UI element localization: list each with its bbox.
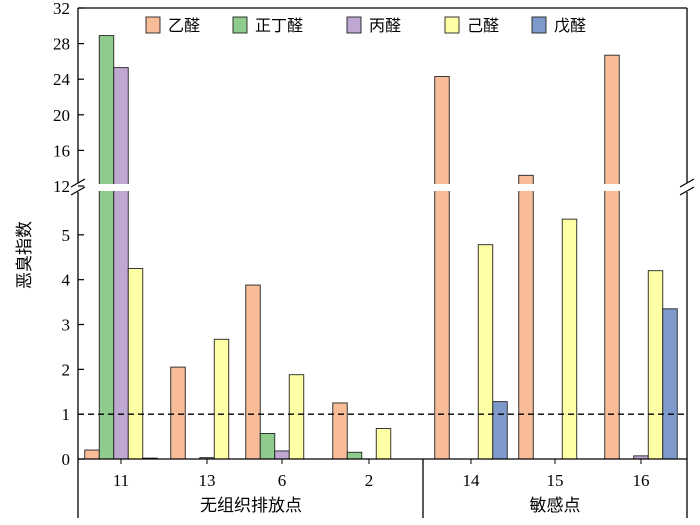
bar-己醛-2	[375, 428, 392, 460]
y-tick-label-12: 12	[53, 177, 70, 196]
legend-swatch-2	[346, 16, 362, 34]
legend-swatch-0	[145, 16, 161, 34]
bar-乙醛-6	[245, 284, 261, 460]
y-tick-label-4: 4	[62, 271, 71, 290]
bar-正丁醛-11	[98, 35, 115, 460]
y-tick-label-0: 0	[62, 450, 71, 469]
axis-break-mark-left-0	[70, 178, 86, 188]
axes-layer	[70, 7, 695, 518]
legend: 乙醛 正丁醛 丙醛 己醛 戊醛	[145, 16, 586, 35]
bar-正丁醛-2	[346, 451, 363, 460]
legend-label-0: 乙醛	[168, 16, 200, 35]
x-tick-label-13: 13	[199, 471, 216, 490]
y-tick-label-2: 2	[62, 360, 71, 379]
axis-break-mark-left-1	[70, 186, 86, 196]
bar-戊醛-14	[492, 401, 508, 460]
y-tick-label-16: 16	[53, 141, 70, 160]
y-tick-label-32: 32	[53, 0, 70, 18]
bar-丙醛-6	[274, 450, 290, 460]
bar-乙醛-16	[604, 54, 620, 460]
y-tick-label-24: 24	[53, 70, 71, 89]
axis-break-band	[74, 184, 691, 191]
y-tick-label-28: 28	[53, 35, 70, 54]
legend-label-2: 丙醛	[369, 16, 401, 35]
bar-己醛-14	[477, 244, 494, 460]
legend-swatch-1	[232, 16, 248, 34]
bars-layer	[84, 35, 678, 460]
bar-己醛-6	[288, 374, 305, 460]
axis-break-mark-right-1	[679, 186, 695, 196]
x-tick-label-14: 14	[463, 471, 481, 490]
bar-己醛-13	[213, 338, 230, 460]
bar-乙醛-15	[518, 174, 534, 460]
x-tick-label-15: 15	[547, 471, 564, 490]
bar-己醛-11	[127, 268, 144, 460]
y-tick-label-1: 1	[62, 405, 71, 424]
legend-label-4: 戊醛	[554, 16, 586, 35]
legend-label-3: 己醛	[467, 16, 499, 35]
y-tick-label-20: 20	[53, 106, 70, 125]
bar-己醛-16	[647, 270, 664, 460]
y-tick-label-5: 5	[62, 226, 71, 245]
bar-戊醛-16	[662, 308, 678, 460]
bar-乙醛-2	[332, 402, 348, 460]
group-label-0: 无组织排放点	[200, 496, 302, 516]
group-label-1: 敏感点	[530, 496, 581, 516]
x-tick-label-11: 11	[113, 471, 129, 490]
bar-乙醛-11	[84, 449, 100, 460]
bar-乙醛-13	[170, 366, 186, 460]
y-axis-label: 恶臭指数	[15, 221, 35, 289]
bar-乙醛-14	[434, 76, 450, 460]
legend-label-1: 正丁醛	[255, 16, 303, 35]
legend-swatch-3	[444, 16, 460, 34]
axis-break-mark-right-0	[679, 178, 695, 188]
bar-己醛-15	[561, 218, 578, 460]
x-tick-label-6: 6	[278, 471, 287, 490]
legend-swatch-4	[531, 16, 547, 34]
x-tick-label-16: 16	[633, 471, 650, 490]
bar-丙醛-11	[113, 67, 129, 460]
x-tick-label-2: 2	[365, 471, 374, 490]
y-tick-label-3: 3	[62, 316, 71, 335]
bar-正丁醛-6	[259, 432, 276, 460]
